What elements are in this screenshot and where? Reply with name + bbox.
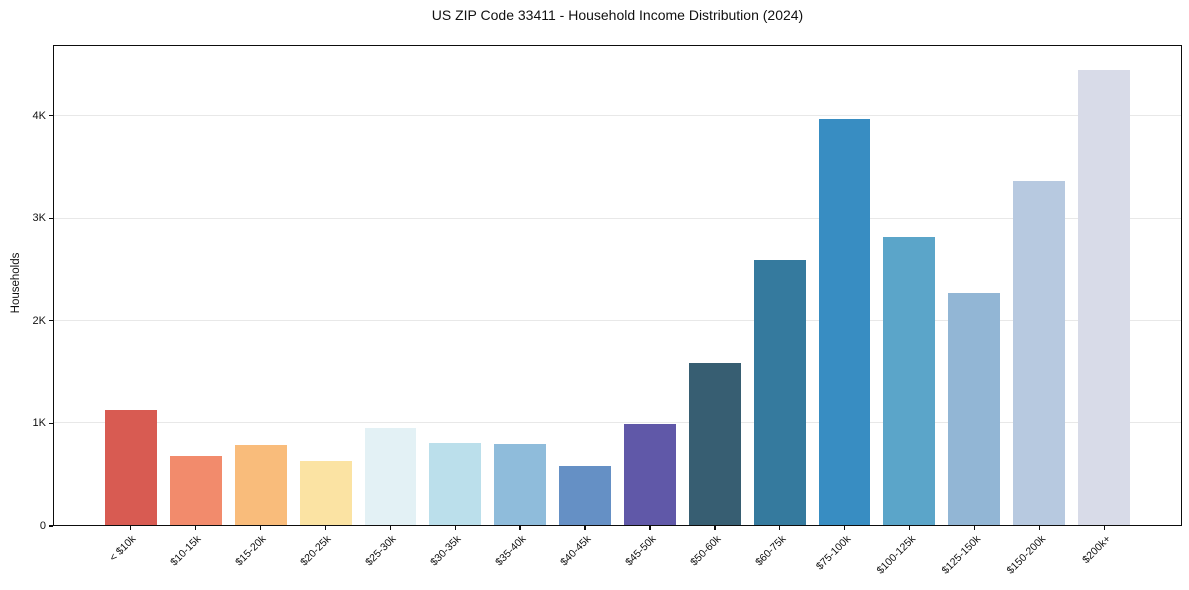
bar-60-75k: [753, 260, 806, 525]
x-tick-mark: [779, 526, 781, 530]
y-tick-label: 2K: [32, 314, 46, 327]
y-tick-label: 1K: [32, 417, 46, 430]
y-tick-label: 4K: [32, 109, 46, 122]
y-tick-mark: [49, 525, 53, 527]
x-tick-label: $75-100k: [813, 533, 854, 573]
x-tick-label: $50-60k: [688, 533, 724, 569]
bar-35-40k: [494, 444, 547, 525]
bar-200k: [1077, 69, 1130, 525]
x-tick-label: $30-35k: [428, 533, 464, 569]
y-tick-label: 3K: [32, 212, 46, 225]
x-tick-mark: [259, 526, 261, 530]
x-tick-mark: [714, 526, 716, 530]
x-tick-mark: [1104, 526, 1106, 530]
x-tick-label: $15-20k: [233, 533, 269, 569]
y-axis-label: Households: [10, 252, 22, 314]
y-tick-mark: [49, 422, 53, 425]
bar-50-60k: [688, 362, 741, 525]
y-tick-label: 0: [39, 520, 46, 532]
bar-45-50k: [623, 423, 676, 525]
bar-125-150k: [948, 293, 1001, 525]
bar-15-20k: [234, 445, 287, 525]
gridline: [54, 421, 1181, 423]
bar-75-100k: [818, 118, 871, 525]
x-tick-mark: [194, 526, 196, 530]
y-tick-mark: [49, 217, 53, 219]
x-tick-mark: [974, 526, 976, 530]
y-tick-mark: [49, 320, 53, 322]
x-tick-label: $60-75k: [753, 533, 789, 569]
bar-10k: [105, 409, 158, 525]
chart-title: US ZIP Code 33411 - Household Income Dis…: [431, 7, 804, 23]
x-tick-label: $10-15k: [168, 533, 204, 569]
x-tick-mark: [844, 526, 846, 530]
x-tick-label: $25-30k: [363, 533, 399, 569]
x-tick-label: $20-25k: [298, 533, 334, 569]
plot-area: [53, 45, 1182, 526]
x-tick-label: < $10k: [107, 533, 139, 564]
bar-20-25k: [299, 460, 352, 525]
x-tick-label: $125-150k: [939, 533, 984, 577]
bar-40-45k: [559, 466, 611, 525]
bar-100-125k: [883, 237, 936, 525]
x-tick-mark: [129, 526, 131, 530]
gridline: [54, 319, 1181, 321]
y-tick-mark: [49, 115, 53, 117]
bar-30-35k: [429, 443, 482, 525]
x-tick-mark: [324, 526, 326, 530]
x-tick-label: $150-200k: [1004, 533, 1049, 577]
x-tick-mark: [909, 526, 911, 530]
gridline: [54, 115, 1181, 117]
x-tick-label: $200k+: [1080, 533, 1114, 567]
x-tick-mark: [389, 526, 391, 530]
x-tick-mark: [519, 526, 521, 530]
gridline: [54, 217, 1181, 219]
x-tick-label: $40-45k: [558, 533, 594, 569]
x-tick-mark: [584, 526, 586, 530]
x-tick-mark: [1039, 526, 1041, 530]
bar-25-30k: [364, 427, 417, 525]
x-tick-label: $45-50k: [623, 533, 659, 569]
bar-150-200k: [1013, 180, 1065, 525]
x-tick-label: $35-40k: [493, 533, 529, 569]
x-tick-mark: [649, 526, 651, 530]
x-tick-mark: [454, 526, 456, 530]
x-tick-label: $100-125k: [874, 533, 919, 577]
bar-10-15k: [170, 455, 222, 525]
